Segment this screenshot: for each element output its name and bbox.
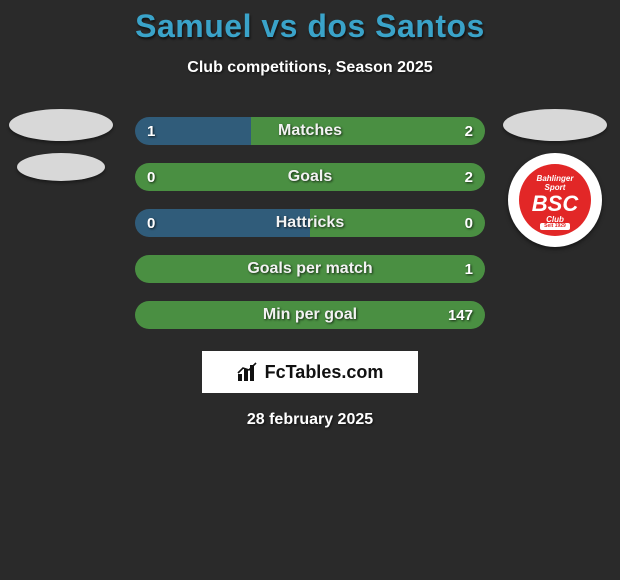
bar-right-value: 2 [465, 163, 473, 191]
date-text: 28 february 2025 [0, 411, 620, 429]
fctables-text: FcTables.com [265, 362, 384, 383]
comparison-card: Samuel vs dos Santos Club competitions, … [0, 0, 620, 429]
bar-left-value: 0 [147, 163, 155, 191]
left-ellipse-1 [9, 109, 113, 141]
club-ribbon: Seit 1929 [540, 223, 570, 230]
stat-bar: Goals02 [135, 163, 485, 191]
bar-right-value: 1 [465, 255, 473, 283]
club-logo-inner: Bahlinger Sport BSC Club Seit 1929 [519, 164, 591, 236]
bar-left-value: 0 [147, 209, 155, 237]
page-title: Samuel vs dos Santos [0, 8, 620, 45]
subtitle: Club competitions, Season 2025 [0, 59, 620, 77]
bar-right-fill [251, 117, 486, 145]
right-team-badges: Bahlinger Sport BSC Club Seit 1929 [500, 109, 610, 247]
bar-right-value: 147 [448, 301, 473, 329]
bar-chart-icon [237, 362, 259, 382]
right-ellipse [503, 109, 607, 141]
left-team-badges [6, 109, 116, 181]
bar-right-fill [135, 163, 485, 191]
bar-right-fill [310, 209, 485, 237]
club-big-text: BSC [532, 193, 578, 215]
fctables-badge: FcTables.com [202, 351, 418, 393]
stat-bar: Min per goal147 [135, 301, 485, 329]
bar-right-value: 2 [465, 117, 473, 145]
stat-bars: Matches12Goals02Hattricks00Goals per mat… [135, 117, 485, 329]
bar-right-fill [135, 301, 485, 329]
bars-section: Bahlinger Sport BSC Club Seit 1929 Match… [0, 117, 620, 329]
stat-bar: Goals per match1 [135, 255, 485, 283]
bar-left-value: 1 [147, 117, 155, 145]
bar-left-fill [135, 209, 310, 237]
bar-right-value: 0 [465, 209, 473, 237]
bar-right-fill [135, 255, 485, 283]
stat-bar: Matches12 [135, 117, 485, 145]
left-ellipse-2 [17, 153, 105, 181]
club-logo-bsc: Bahlinger Sport BSC Club Seit 1929 [508, 153, 602, 247]
stat-bar: Hattricks00 [135, 209, 485, 237]
